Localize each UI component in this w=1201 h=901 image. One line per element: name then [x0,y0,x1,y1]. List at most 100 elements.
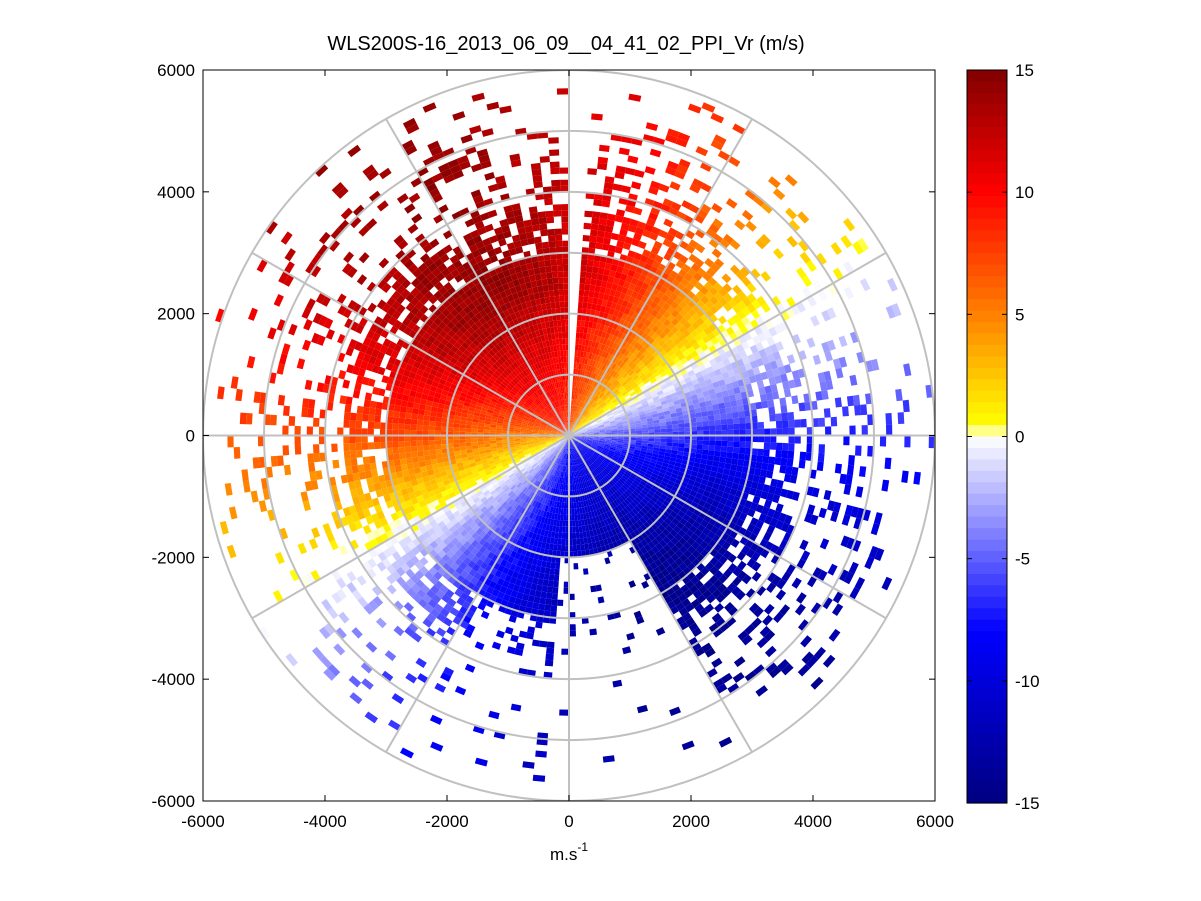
velocity-cell [788,427,795,436]
velocity-cell [712,403,720,411]
velocity-cell [775,420,783,429]
velocity-cell [659,418,666,423]
velocity-cell [751,422,758,430]
velocity-cell [644,457,652,462]
velocity-cell [733,386,741,395]
velocity-cell [714,560,724,570]
velocity-cell [576,538,581,545]
velocity-cell [673,574,682,584]
velocity-cell [666,330,675,339]
velocity-cell [609,470,616,477]
velocity-cell [727,493,736,502]
velocity-cell [690,329,699,338]
velocity-cell [715,617,726,628]
velocity-cell [741,356,750,365]
velocity-cell [656,487,665,494]
velocity-cell [628,448,635,452]
velocity-cell [874,548,885,561]
velocity-cell [608,462,615,468]
velocity-cell [611,283,618,291]
velocity-cell [843,261,855,275]
velocity-cell [681,200,693,210]
velocity-cell [708,371,717,379]
velocity-cell [708,286,719,296]
velocity-cell [643,406,651,411]
velocity-cell [700,495,709,503]
velocity-cell [633,319,641,327]
velocity-cell [605,440,612,443]
velocity-cell [761,355,770,365]
velocity-cell [739,512,748,521]
velocity-cell [651,392,659,399]
velocity-cell [685,353,694,362]
velocity-cell [617,352,624,360]
velocity-cell [626,478,634,485]
velocity-cell [843,218,856,232]
velocity-cell [582,396,587,403]
velocity-cell [687,479,696,486]
velocity-cell [616,444,624,447]
velocity-cell [603,352,610,359]
velocity-cell [629,218,639,227]
velocity-cell [823,370,832,381]
velocity-cell [609,447,616,451]
velocity-cell [640,450,647,455]
velocity-cell [627,450,635,454]
velocity-cell [579,408,584,414]
velocity-cell [598,261,606,269]
velocity-cell [666,442,673,447]
velocity-cell [586,377,590,384]
velocity-cell [592,441,599,444]
velocity-cell [623,349,630,357]
velocity-cell [579,381,583,389]
velocity-cell [834,397,842,408]
velocity-cell [604,373,610,380]
velocity-cell [637,392,645,399]
velocity-cell [653,399,661,405]
velocity-cell [744,670,757,682]
velocity-cell [662,477,670,484]
velocity-cell [703,326,713,336]
velocity-cell [844,504,854,517]
velocity-cell [721,473,729,481]
velocity-cell [851,539,862,552]
velocity-cell [766,582,777,593]
velocity-cell [633,467,641,473]
velocity-cell [659,539,667,548]
velocity-cell [590,278,597,286]
velocity-cell [727,582,737,593]
velocity-cell [596,368,602,376]
velocity-cell [700,478,709,486]
velocity-cell [656,390,664,396]
velocity-cell [687,494,696,502]
velocity-cell [574,387,578,394]
velocity-cell [581,402,585,409]
velocity-cell [597,162,608,171]
velocity-cell [632,499,640,506]
velocity-cell [775,341,784,352]
velocity-cell [695,317,705,326]
velocity-cell [665,525,674,533]
velocity-cell [588,290,595,298]
velocity-cell [580,431,587,433]
velocity-cell [787,450,795,460]
velocity-cell [692,398,700,405]
velocity-cell [631,356,639,364]
velocity-cell [662,310,671,319]
velocity-cell [570,423,574,430]
velocity-cell [639,254,649,263]
velocity-cell [603,459,610,465]
velocity-cell [599,433,606,435]
velocity-cell [689,490,698,497]
velocity-cell [671,345,680,353]
velocity-cell [617,438,624,442]
velocity-cell [682,410,690,416]
velocity-cell [860,404,868,416]
velocity-cell [672,424,679,429]
velocity-cell [819,381,828,392]
velocity-cell [678,562,688,571]
velocity-cell [859,466,867,477]
velocity-cell [799,451,807,461]
velocity-cell [590,446,597,450]
velocity-cell [621,363,628,371]
